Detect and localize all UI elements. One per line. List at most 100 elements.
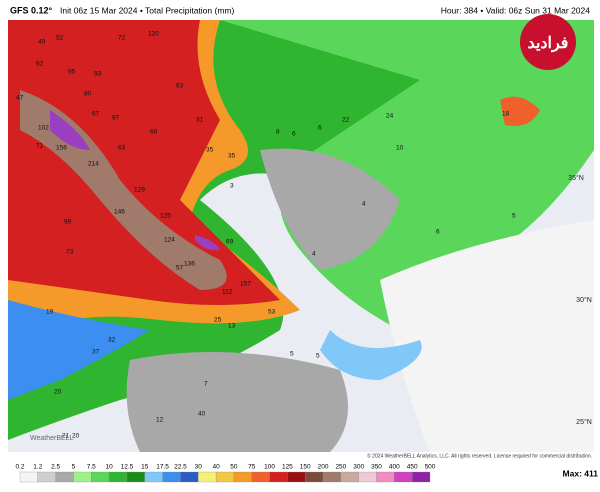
header-valid: Hour: 384 • Valid: 06z Sun 31 Mar 2024 <box>441 5 591 15</box>
legend-label: 22.5 <box>174 464 187 471</box>
legend-swatch <box>215 471 235 483</box>
legend-label: 17.5 <box>156 464 169 471</box>
legend-swatch <box>162 471 181 483</box>
value: 32 <box>108 337 116 344</box>
legend-label: 75 <box>248 464 256 471</box>
legend-swatch <box>376 471 395 483</box>
value: 52 <box>56 35 64 42</box>
header-init: Init 06z 15 Mar 2024 • Total Precipitati… <box>60 5 234 15</box>
value: 93 <box>94 71 102 78</box>
legend-label: 5 <box>72 464 76 471</box>
value: 20 <box>72 433 80 440</box>
legend-label: 100 <box>264 464 275 471</box>
legend-label: 30 <box>195 464 203 471</box>
value: 35 <box>228 153 236 160</box>
value: 35 <box>206 147 214 154</box>
value: 72 <box>118 35 126 42</box>
value: 68 <box>150 129 158 136</box>
value: 157 <box>240 281 251 288</box>
logo-badge <box>520 14 576 70</box>
value: 6 <box>292 131 296 138</box>
value: 31 <box>196 117 204 124</box>
legend-label: 40 <box>212 464 220 471</box>
value: 69 <box>226 239 234 246</box>
value: 47 <box>16 95 24 102</box>
legend-label: 450 <box>407 464 418 471</box>
map <box>8 20 594 452</box>
legend-swatch <box>394 471 413 483</box>
legend-swatch <box>412 471 431 483</box>
value: 7 <box>204 381 208 388</box>
legend-swatch <box>358 471 377 483</box>
value: 125 <box>160 213 171 220</box>
value: 13 <box>228 323 236 330</box>
value: 8 <box>276 129 280 136</box>
legend-label: 7.5 <box>87 464 96 471</box>
value: 49 <box>38 39 46 46</box>
value: 22 <box>342 117 350 124</box>
legend-swatch <box>144 471 163 483</box>
value: 99 <box>64 219 72 226</box>
value: 20 <box>54 389 62 396</box>
value: 156 <box>56 145 67 152</box>
value: 80 <box>84 91 92 98</box>
legend-label: 400 <box>389 464 400 471</box>
value: 12 <box>156 417 164 424</box>
legend-swatch <box>340 471 359 483</box>
model-name: GFS 0.12° <box>10 5 53 15</box>
legend-label: 150 <box>300 464 311 471</box>
legend-label: 12.5 <box>121 464 134 471</box>
value: 62 <box>36 61 44 68</box>
legend-label: 250 <box>335 464 346 471</box>
value: 4 <box>362 201 366 208</box>
value: 6 <box>436 229 440 236</box>
legend-swatch <box>269 471 288 483</box>
value: 214 <box>88 161 99 168</box>
value: 102 <box>38 125 49 132</box>
legend-swatch <box>287 471 306 483</box>
value: 40 <box>198 411 206 418</box>
value: 120 <box>148 31 159 38</box>
value: 5 <box>512 213 516 220</box>
legend-label: 1.2 <box>33 464 42 471</box>
watermark: WeatherBELL <box>30 435 74 442</box>
legend-swatch <box>19 471 38 483</box>
latitude-label: 30°N <box>576 296 592 304</box>
value: 71 <box>36 143 44 150</box>
legend-swatch <box>108 471 128 483</box>
value: 24 <box>386 113 394 120</box>
value: 37 <box>92 349 100 356</box>
value: 5 <box>316 353 320 360</box>
value: 5 <box>290 351 294 358</box>
legend-label: 2.5 <box>51 464 60 471</box>
legend-swatch <box>37 471 56 483</box>
legend-label: 300 <box>353 464 364 471</box>
legend-swatch <box>322 471 342 483</box>
legend-swatch <box>91 471 110 483</box>
value: 146 <box>114 209 125 216</box>
legend-swatch <box>180 471 199 483</box>
value: 67 <box>92 111 100 118</box>
value: 18 <box>502 111 510 118</box>
value: 129 <box>134 187 145 194</box>
value: 112 <box>222 289 233 296</box>
legend-swatch <box>55 471 74 483</box>
legend-label: 500 <box>425 464 436 471</box>
legend-label: 50 <box>230 464 238 471</box>
value: 3 <box>230 183 234 190</box>
value: 21 <box>62 433 70 440</box>
value: 6 <box>318 125 322 132</box>
legend: 0.2 1.2 2.5 5 7.5 10 12.5 15 17.5 22.5 30 40 50 75 100… <box>15 464 436 483</box>
value: 63 <box>176 83 184 90</box>
legend-label: 10 <box>106 464 114 471</box>
value: 63 <box>118 145 126 152</box>
value: 73 <box>66 249 74 256</box>
legend-label: 350 <box>371 464 382 471</box>
latitude-label: 25°N <box>576 418 592 426</box>
value: 124 <box>164 237 175 244</box>
value: 4 <box>312 251 316 258</box>
legend-swatch <box>126 471 145 483</box>
legend-swatch <box>251 471 270 483</box>
max-label: Max: 411 <box>563 468 599 478</box>
